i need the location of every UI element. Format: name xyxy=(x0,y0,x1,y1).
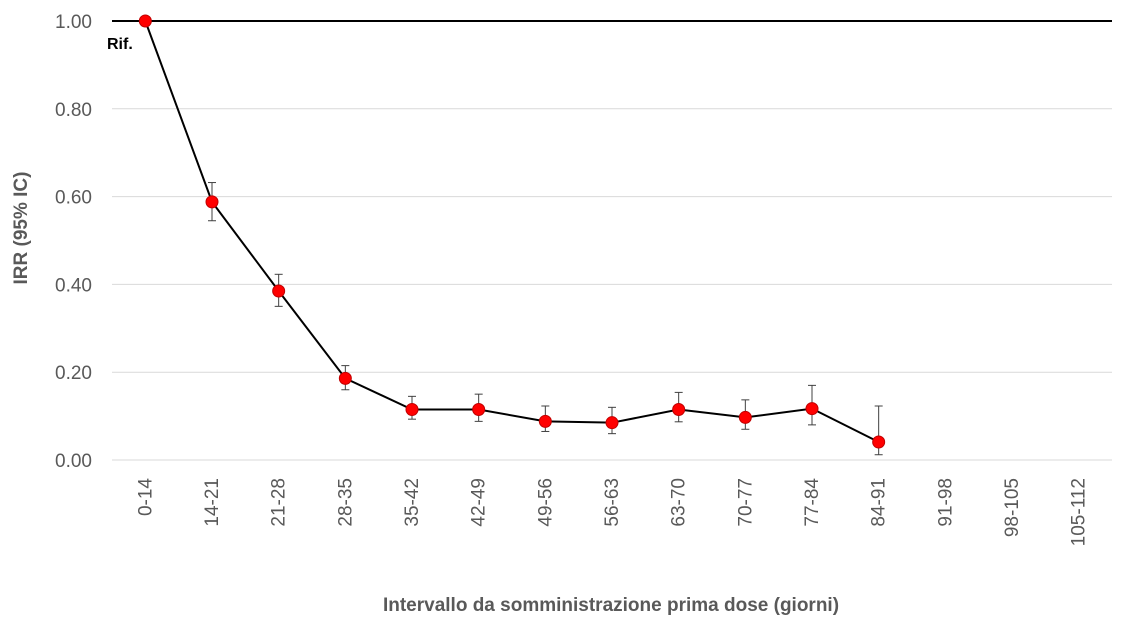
data-point xyxy=(138,14,152,28)
x-axis-ticks: 0-14 14-21 21-28 28-35 35-42 42-49 49-56 56-63 6… xyxy=(135,478,1089,547)
x-tick-label: 35-42 xyxy=(402,478,423,527)
data-point xyxy=(405,403,419,417)
x-axis-title: Intervallo da somministrazione prima dos… xyxy=(383,595,839,616)
y-tick-label: 1.00 xyxy=(55,12,92,33)
error-bars xyxy=(208,182,883,456)
x-tick-label: 84-91 xyxy=(869,478,890,527)
series-polyline xyxy=(144,20,880,443)
x-tick-label: 56-63 xyxy=(602,478,623,527)
x-tick-label: 0-14 xyxy=(135,478,156,516)
x-tick-label: 49-56 xyxy=(535,478,556,527)
y-axis-title: IRR (95% IC) xyxy=(11,172,32,285)
x-tick-label: 105-112 xyxy=(1069,478,1090,546)
reference-label: Rif. xyxy=(107,36,133,53)
data-point xyxy=(205,195,219,209)
data-point xyxy=(872,435,886,449)
x-tick-label: 63-70 xyxy=(669,478,690,527)
y-tick-label: 0.40 xyxy=(55,275,92,296)
y-tick-label: 0.00 xyxy=(55,451,92,472)
data-point xyxy=(272,284,286,298)
data-point xyxy=(738,410,752,424)
data-point xyxy=(472,403,486,417)
x-tick-label: 77-84 xyxy=(802,478,823,527)
x-tick-label: 28-35 xyxy=(335,478,356,527)
series-line xyxy=(144,20,880,443)
gridlines xyxy=(112,20,1112,461)
x-tick-label: 98-105 xyxy=(1002,478,1023,537)
data-point xyxy=(338,371,352,385)
x-tick-label: 21-28 xyxy=(269,478,290,527)
y-tick-label: 0.80 xyxy=(55,100,92,121)
x-tick-label: 70-77 xyxy=(735,478,756,527)
data-point xyxy=(805,402,819,416)
x-tick-label: 42-49 xyxy=(469,478,490,527)
x-tick-label: 91-98 xyxy=(935,478,956,527)
y-tick-label: 0.60 xyxy=(55,188,92,209)
data-point xyxy=(672,403,686,417)
data-points xyxy=(138,14,886,449)
y-tick-label: 0.20 xyxy=(55,363,92,384)
data-point xyxy=(605,416,619,430)
y-axis-ticks: 0.00 0.20 0.40 0.60 0.80 1.00 xyxy=(55,12,92,472)
x-tick-label: 14-21 xyxy=(202,478,223,527)
data-point xyxy=(538,414,552,428)
